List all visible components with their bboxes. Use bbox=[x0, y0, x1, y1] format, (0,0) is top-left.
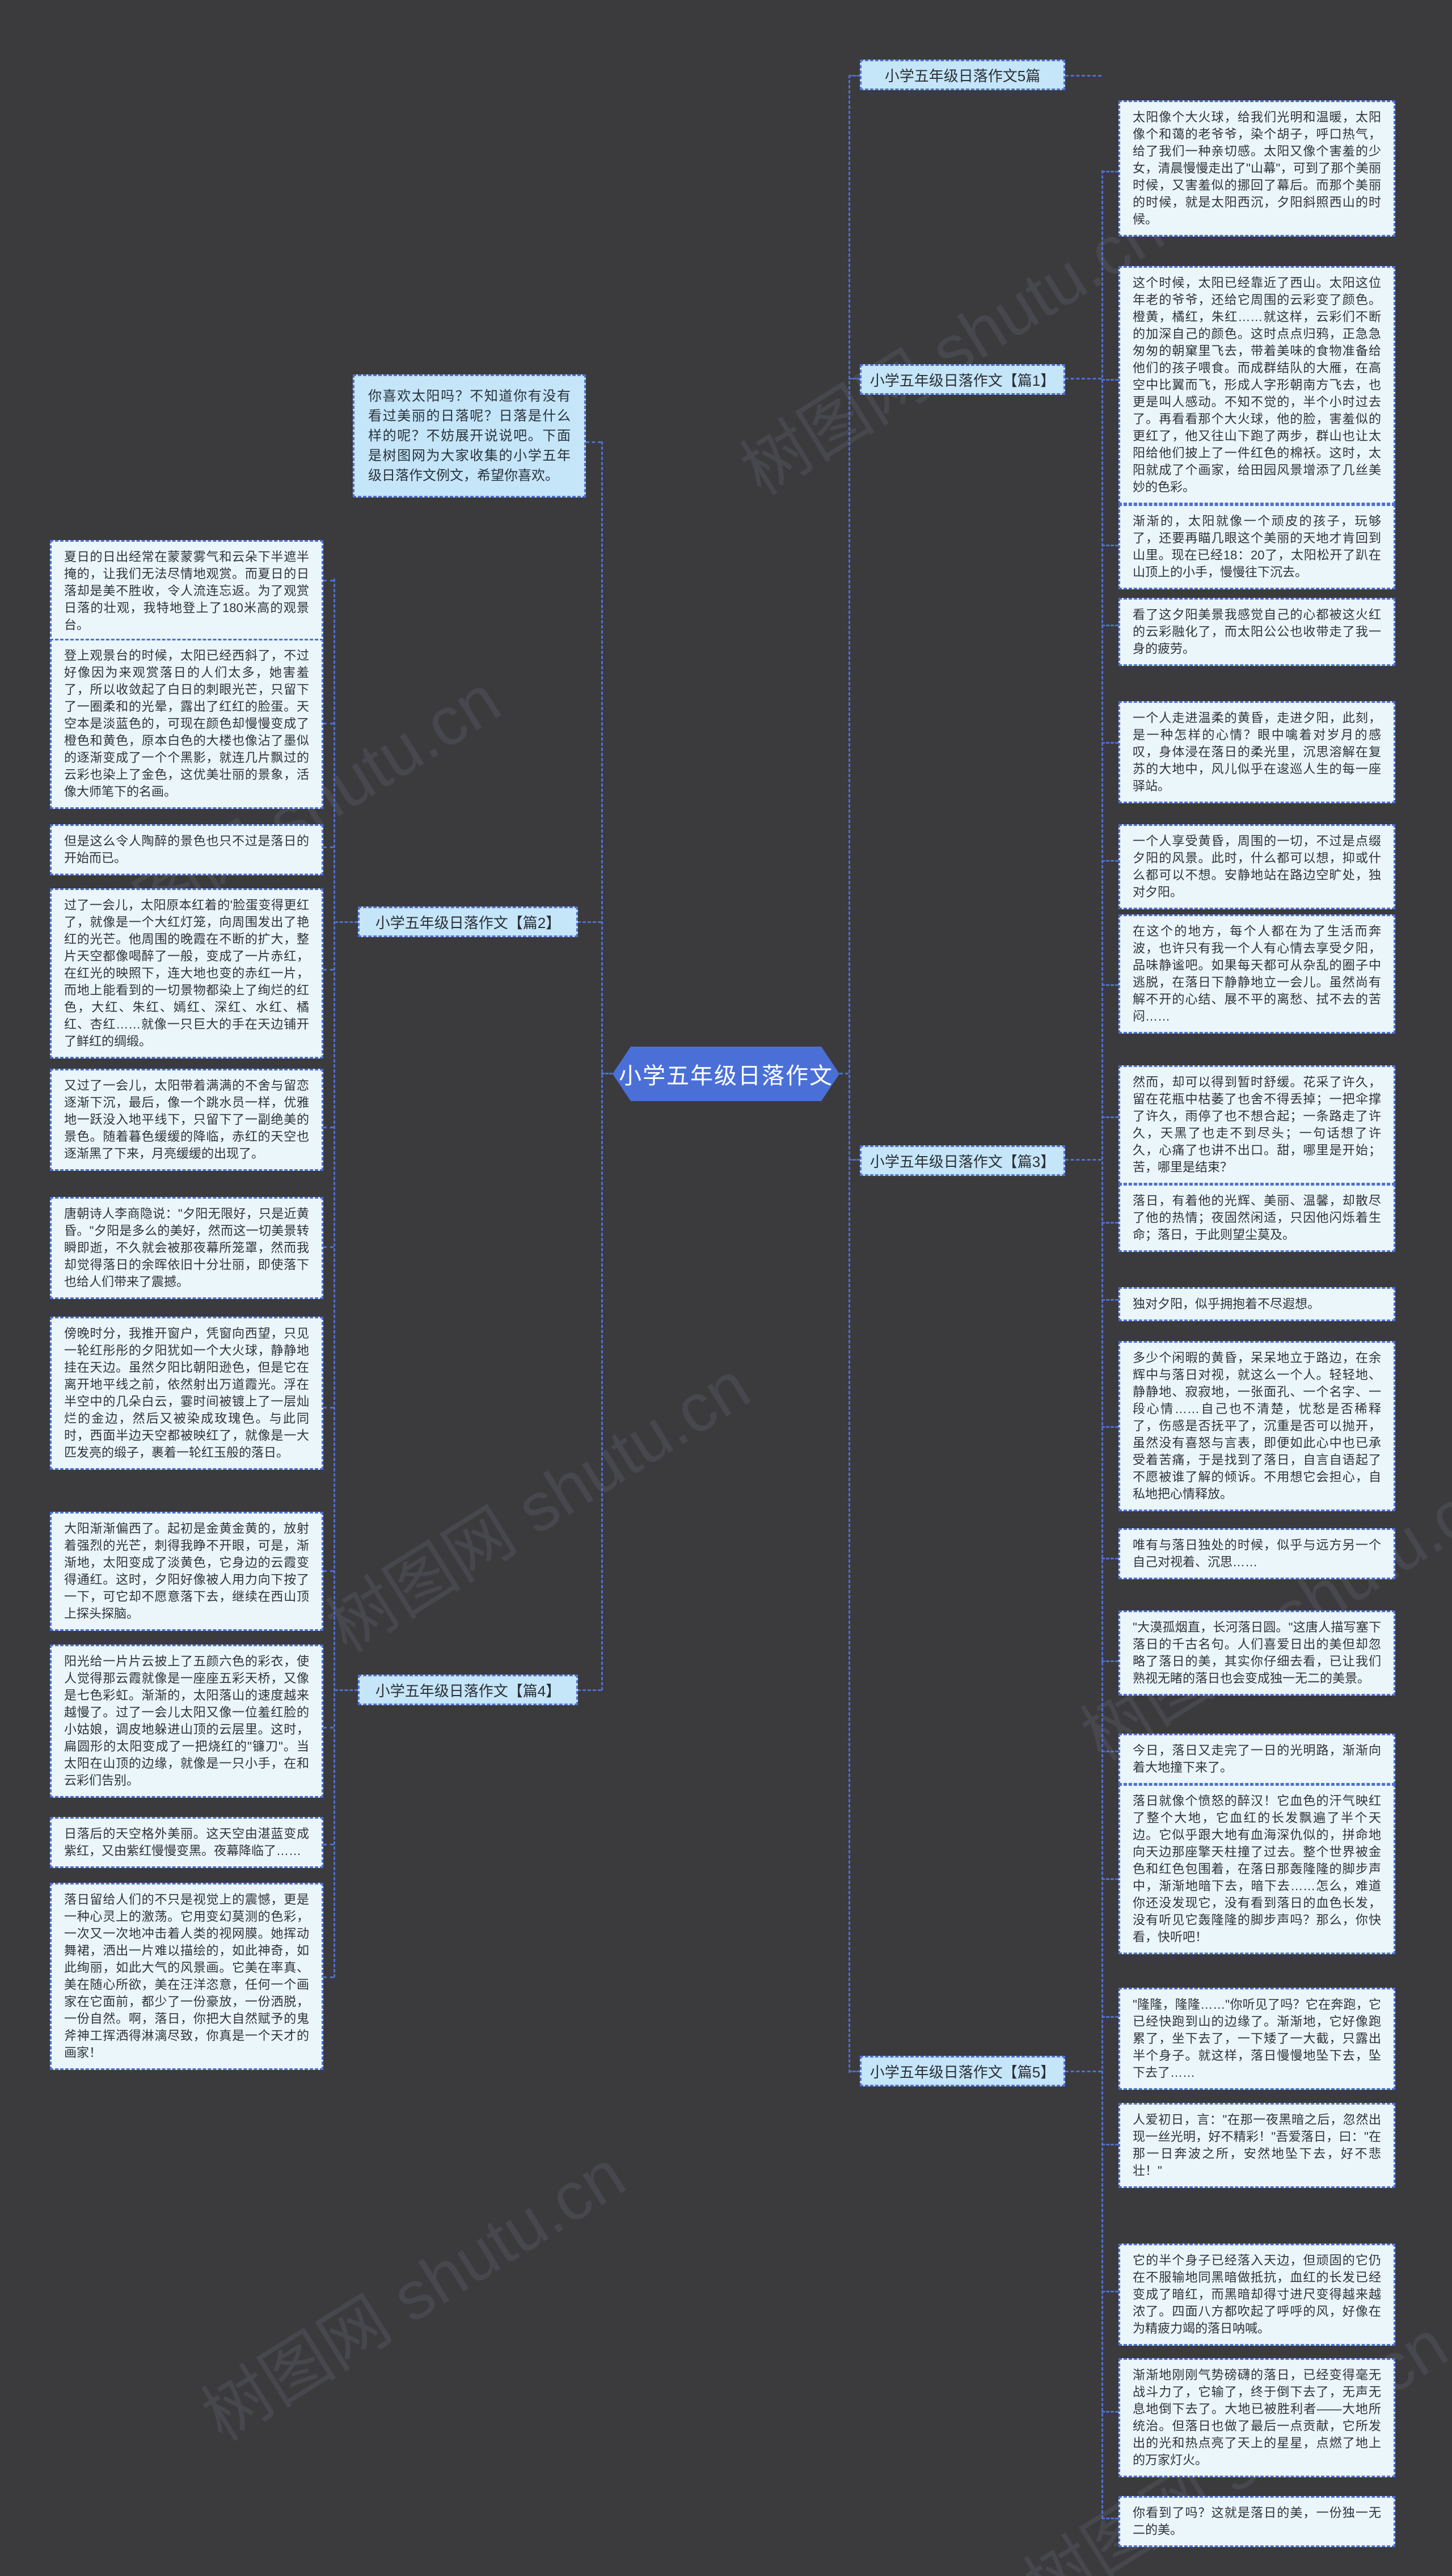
connector-stub bbox=[335, 1689, 358, 1691]
essay-paragraph-node[interactable]: 今日，落日又走完了一日的光明路，渐渐向着大地撞下来了。 bbox=[1118, 1734, 1395, 1785]
connector-stub bbox=[323, 846, 334, 848]
connector-stub bbox=[323, 969, 334, 971]
branch-node-pian4[interactable]: 小学五年级日落作文【篇4】 bbox=[358, 1675, 578, 1705]
connector-stub bbox=[323, 1570, 334, 1572]
essay-paragraph-node[interactable]: 傍晚时分，我推开窗户，凭窗向西望，只见一轮红彤彤的夕阳犹如一个大火球，静静地挂在… bbox=[50, 1317, 323, 1470]
essay-paragraph-node[interactable]: 渐渐的，太阳就像一个顽皮的孩子，玩够了，还要再瞄几眼这个美丽的天地才肯回到山里。… bbox=[1118, 504, 1395, 589]
essay-paragraph-node[interactable]: 日落后的天空格外美丽。这天空由湛蓝变成紫红，又由紫红慢慢变黑。夜幕降临了…… bbox=[50, 1817, 323, 1868]
essay-paragraph-node[interactable]: 落日，有着他的光辉、美丽、温馨，却散尽了他的热情；夜固然闲适，只因他闪烁着生命；… bbox=[1118, 1184, 1395, 1252]
essay-paragraph-node[interactable]: 阳光给一片片云披上了五颜六色的彩衣，使人觉得那云霞就像是一座座五彩天桥，又像是七… bbox=[50, 1645, 323, 1798]
essay-paragraph-node[interactable]: 落日就像个愤怒的醉汉！它血色的汗气映红了整个大地，它血红的长发飘遍了半个天边。它… bbox=[1118, 1784, 1395, 1954]
connector-stub bbox=[1101, 860, 1118, 862]
root-node-title[interactable]: 小学五年级日落作文 bbox=[613, 1047, 839, 1101]
branch-node-pian5[interactable]: 小学五年级日落作文【篇5】 bbox=[860, 2056, 1065, 2086]
connector-trunk-right-children bbox=[1101, 170, 1103, 2519]
essay-paragraph-node[interactable]: 大阳渐渐偏西了。起初是金黄金黄的，放射着强烈的光芒，刺得我睁不开眼，可是，渐渐地… bbox=[50, 1512, 323, 1631]
connector-stub bbox=[1101, 1426, 1118, 1428]
essay-paragraph-node[interactable]: 落日留给人们的不只是视觉上的震憾，更是一种心灵上的激荡。它用变幻莫测的色彩，一次… bbox=[50, 1883, 323, 2070]
connector-stub bbox=[323, 1844, 334, 1845]
connector-stub bbox=[1065, 378, 1101, 380]
connector-stub bbox=[1101, 171, 1118, 172]
essay-paragraph-node[interactable]: 太阳像个大火球，给我们光明和温暖，太阳像个和蔼的老爷爷，染个胡子，呼口热气，给了… bbox=[1118, 100, 1395, 237]
essay-paragraph-node[interactable]: 它的半个身子已经落入天边，但顽固的它仍在不服输地同黑暗做抵抗，血红的长发已经变成… bbox=[1118, 2244, 1395, 2346]
essay-paragraph-node[interactable]: 人爱初日，言："在那一夜黑暗之后，忽然出现一丝光明，好不精彩！"吾爱落日，曰："… bbox=[1118, 2103, 1395, 2188]
connector-stub bbox=[323, 1727, 334, 1728]
connector-stub bbox=[577, 1689, 601, 1691]
branch-node-pian2[interactable]: 小学五年级日落作文【篇2】 bbox=[358, 907, 578, 937]
connector-stub bbox=[1065, 2071, 1101, 2072]
essay-paragraph-node[interactable]: 在这个的地方，每个人都在为了生活而奔波，也许只有我一个人有心情去享受夕阳，品味静… bbox=[1118, 914, 1395, 1034]
essay-paragraph-node[interactable]: 然而，却可以得到暂时舒缓。花采了许久，留在花瓶中枯萎了也舍不得丢掉；一把伞撑了许… bbox=[1118, 1065, 1395, 1184]
connector-stub bbox=[1101, 1878, 1118, 1880]
connector-stub bbox=[335, 921, 358, 923]
connector-stub bbox=[849, 378, 860, 380]
connector-stub bbox=[1101, 1222, 1118, 1224]
branch-node-pian1[interactable]: 小学五年级日落作文【篇1】 bbox=[860, 364, 1065, 395]
connector-stub bbox=[849, 1159, 860, 1161]
connector-stub bbox=[1101, 1751, 1118, 1752]
connector-stub bbox=[1101, 2291, 1118, 2292]
connector-stub bbox=[323, 1246, 334, 1248]
connector-stub bbox=[586, 441, 601, 443]
site-watermark: 树图网 shutu.cn bbox=[728, 190, 1176, 509]
connector-stub bbox=[1101, 742, 1118, 744]
connector-stub bbox=[1101, 2518, 1118, 2519]
connector-stub bbox=[323, 1976, 334, 1978]
site-watermark: 树图网 shutu.cn bbox=[314, 1347, 762, 1667]
connector-stub bbox=[323, 723, 334, 724]
connector-stub bbox=[323, 1407, 334, 1409]
essay-paragraph-node[interactable]: "隆隆，隆隆……"你听见了吗？它在奔跑，它已经快跑到山的边缘了。渐渐地，它好像跑… bbox=[1118, 1988, 1395, 2090]
site-watermark: 树图网 shutu.cn bbox=[189, 2136, 638, 2455]
connector-stub bbox=[1101, 984, 1118, 986]
connector-stub bbox=[1101, 1116, 1118, 1118]
branch-node-5pian[interactable]: 小学五年级日落作文5篇 bbox=[860, 60, 1065, 90]
essay-paragraph-node[interactable]: 唯有与落日独处的时候，似乎与远方另一个自己对视着、沉思…… bbox=[1118, 1528, 1395, 1579]
connector-stub bbox=[1065, 75, 1101, 77]
connector-stub bbox=[849, 2071, 860, 2072]
connector-stub bbox=[1101, 379, 1118, 381]
essay-paragraph-node[interactable]: 看了这夕阳美景我感觉自己的心都被这火红的云彩融化了，而太阳公公也收带走了我一身的… bbox=[1118, 598, 1395, 666]
essay-paragraph-node[interactable]: 一个人享受黄昏，周围的一切，不过是点缀夕阳的风景。此时，什么都可以想，抑或什么都… bbox=[1118, 824, 1395, 909]
essay-paragraph-node[interactable]: "大漠孤烟直，长河落日圆。"这唐人描写塞下落日的千古名句。人们喜爱日出的美但却忽… bbox=[1118, 1610, 1395, 1696]
essay-paragraph-node[interactable]: 一个人走进温柔的黄昏，走进夕阳，此刻，是一种怎样的心情？眼中噙着对岁月的感叹，身… bbox=[1118, 701, 1395, 803]
connector-stub bbox=[839, 1073, 849, 1074]
branch-node-pian3[interactable]: 小学五年级日落作文【篇3】 bbox=[860, 1145, 1065, 1176]
intro-node[interactable]: 你喜欢太阳吗？不知道你有没有看过美丽的日落呢？日落是什么样的呢？不妨展开说说吧。… bbox=[353, 374, 586, 498]
essay-paragraph-node[interactable]: 这个时候，太阳已经靠近了西山。太阳这位年老的爷爷，还给它周围的云彩变了颜色。橙黄… bbox=[1118, 266, 1395, 504]
essay-paragraph-node[interactable]: 夏日的日出经常在蒙蒙雾气和云朵下半遮半掩的，让我们无法尽情地观赏。而夏日的日落却… bbox=[50, 540, 323, 642]
essay-paragraph-node[interactable]: 唐朝诗人李商隐说："夕阳无限好，只是近黄昏。"夕阳是多么的美好，然而这一切美景转… bbox=[50, 1197, 323, 1299]
connector-stub bbox=[577, 921, 601, 923]
connector-stub bbox=[1101, 625, 1118, 626]
connector-stub bbox=[1101, 545, 1118, 546]
essay-paragraph-node[interactable]: 你看到了吗？这就是落日的美，一份独一无二的美。 bbox=[1118, 2496, 1395, 2547]
connector-stub bbox=[323, 580, 334, 581]
essay-paragraph-node[interactable]: 过了一会儿，太阳原本红着的'脸蛋变得更红了，就像是一个大红灯笼，向周围发出了艳红… bbox=[50, 888, 323, 1059]
connector-stub bbox=[601, 1073, 613, 1074]
connector-trunk-mid-right bbox=[849, 75, 850, 2073]
essay-paragraph-node[interactable]: 多少个闲暇的黄昏，呆呆地立于路边，在余辉中与落日对视，就这么一个人。轻轻地、静静… bbox=[1118, 1341, 1395, 1511]
connector-stub bbox=[849, 75, 860, 77]
essay-paragraph-node[interactable]: 登上观景台的时候，太阳已经西斜了，不过好像因为来观赏落日的人们太多，她害羞了，所… bbox=[50, 639, 323, 809]
essay-paragraph-node[interactable]: 但是这么令人陶醉的景色也只不过是落日的开始而已。 bbox=[50, 824, 323, 875]
connector-stub bbox=[1101, 2016, 1118, 2018]
connector-stub bbox=[1101, 2144, 1118, 2145]
connector-stub bbox=[1101, 1660, 1118, 1662]
connector-trunk-mid-left bbox=[601, 441, 603, 1690]
connector-stub bbox=[1101, 2411, 1118, 2413]
connector-stub bbox=[1101, 1299, 1118, 1301]
essay-paragraph-node[interactable]: 渐渐地刚刚气势磅礴的落日，已经变得毫无战斗力了，它输了，终于倒下去了，无声无息地… bbox=[1118, 2358, 1395, 2477]
connector-stub bbox=[1065, 1159, 1101, 1161]
essay-paragraph-node[interactable]: 又过了一会儿，太阳带着满满的不舍与留恋逐渐下沉，最后，像一个跳水员一样，优雅地一… bbox=[50, 1069, 323, 1171]
connector-trunk-left-children bbox=[334, 579, 335, 1978]
connector-stub bbox=[1101, 1558, 1118, 1559]
connector-stub bbox=[323, 1127, 334, 1128]
essay-paragraph-node[interactable]: 独对夕阳，似乎拥抱着不尽遐想。 bbox=[1118, 1287, 1395, 1321]
